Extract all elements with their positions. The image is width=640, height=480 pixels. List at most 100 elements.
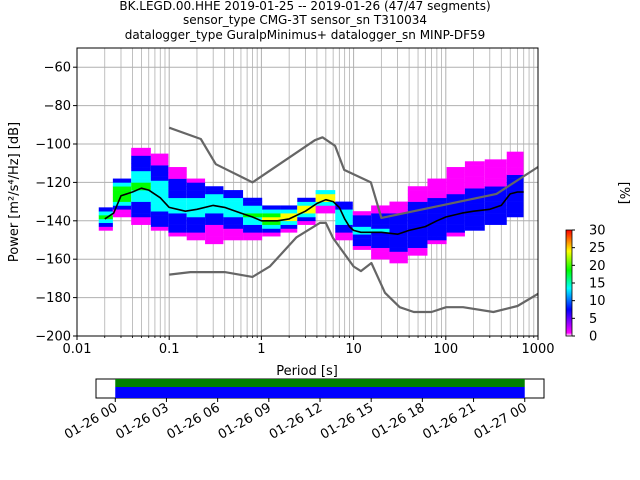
heatmap-cell bbox=[112, 190, 132, 195]
heatmap-cell bbox=[335, 236, 353, 241]
heatmap-cell bbox=[186, 190, 206, 195]
heatmap-cell bbox=[205, 186, 224, 191]
heatmap-cell bbox=[168, 209, 187, 214]
heatmap-cell bbox=[427, 228, 447, 233]
heatmap-cell bbox=[427, 201, 447, 206]
heatmap-cell bbox=[446, 178, 465, 183]
heatmap-cell bbox=[352, 245, 372, 250]
heatmap-cell bbox=[464, 188, 485, 193]
timeline-tick-label: 01-26 03 bbox=[113, 400, 171, 442]
heatmap-cell bbox=[280, 205, 298, 210]
heatmap-cell bbox=[446, 209, 465, 214]
heatmap-cell bbox=[186, 216, 206, 222]
heatmap-cell bbox=[464, 161, 485, 166]
title-line-2: sensor_type CMG-3T sensor_sn T310034 bbox=[183, 13, 427, 27]
heatmap-cell bbox=[407, 228, 428, 233]
heatmap-cell bbox=[335, 205, 353, 210]
heatmap-cell bbox=[131, 201, 151, 206]
heatmap-cell bbox=[112, 182, 132, 187]
heatmap-cell bbox=[131, 178, 151, 183]
heatmap-cell bbox=[446, 224, 465, 229]
heatmap-cell bbox=[352, 218, 372, 224]
heatmap-cell bbox=[427, 205, 447, 210]
heatmap-cell bbox=[205, 190, 224, 195]
heatmap-cell bbox=[407, 247, 428, 252]
heatmap-cell bbox=[464, 218, 485, 224]
heatmap-cell bbox=[427, 236, 447, 241]
heatmap-cell bbox=[223, 228, 244, 233]
heatmap-cell bbox=[186, 209, 206, 214]
heatmap-cell bbox=[223, 193, 244, 199]
timeline-tick-label: 01-26 15 bbox=[318, 400, 376, 442]
heatmap-cell bbox=[335, 201, 353, 206]
heatmap-cell bbox=[389, 216, 408, 222]
heatmap-cell bbox=[335, 220, 353, 225]
axis-ticks: 0.01 0.1 1 10 100 1000 −200 −180 −160 −140 −120 −10… bbox=[35, 61, 554, 357]
heatmap-cell bbox=[506, 193, 524, 199]
heatmap-cell bbox=[205, 201, 224, 206]
heatmap-cell bbox=[446, 170, 465, 176]
heatmap-cell bbox=[150, 203, 169, 208]
heatmap-cell bbox=[464, 165, 485, 170]
heatmap-cell bbox=[484, 220, 507, 225]
heatmap-cell bbox=[464, 176, 485, 181]
heatmap-cell bbox=[150, 184, 169, 189]
heatmap-cell bbox=[506, 151, 524, 156]
y-tick-label: −160 bbox=[35, 253, 71, 268]
heatmap-cell bbox=[464, 222, 485, 227]
heatmap-cell bbox=[223, 232, 244, 237]
heatmap-cell bbox=[150, 165, 169, 170]
heatmap-cell bbox=[464, 192, 485, 197]
y-tick-label: −80 bbox=[44, 99, 71, 114]
heatmap-cell bbox=[484, 190, 507, 195]
heatmap-cell bbox=[484, 174, 507, 179]
heatmap-cell bbox=[464, 207, 485, 212]
colorbar-ticks: 0 5 10 15 20 25 30 bbox=[572, 224, 606, 345]
timeline-tick-label: 01-26 21 bbox=[420, 400, 478, 442]
heatmap-cell bbox=[205, 193, 224, 199]
heatmap-cell bbox=[389, 255, 408, 260]
heatmap-cell bbox=[464, 215, 485, 220]
heatmap-cell bbox=[407, 216, 428, 222]
heatmap-cell bbox=[168, 190, 187, 195]
heatmap-cell bbox=[484, 159, 507, 164]
heatmap-cell bbox=[427, 220, 447, 225]
heatmap-cell bbox=[243, 228, 263, 233]
heatmap-cell bbox=[280, 209, 298, 214]
heatmap-cell bbox=[407, 190, 428, 195]
heatmap-cell bbox=[389, 259, 408, 264]
heatmap-cell bbox=[371, 228, 390, 233]
heatmap-cell bbox=[131, 213, 151, 218]
heatmap-cell bbox=[262, 213, 281, 218]
heatmap-cell bbox=[427, 213, 447, 218]
heatmap-cell bbox=[280, 213, 298, 218]
heatmap-cell bbox=[112, 197, 132, 202]
heatmap-cell bbox=[335, 232, 353, 237]
heatmap-cell bbox=[243, 213, 263, 218]
heatmap-cell bbox=[464, 180, 485, 185]
heatmap-cell bbox=[223, 201, 244, 206]
heatmap-cell bbox=[243, 216, 263, 222]
heatmap-cell bbox=[150, 199, 169, 204]
heatmap-cell bbox=[131, 147, 151, 152]
y-tick-label: −180 bbox=[35, 291, 71, 306]
new-low-noise-model-line bbox=[169, 221, 538, 314]
x-tick-label: 100 bbox=[433, 342, 458, 357]
heatmap-cell bbox=[168, 170, 187, 176]
heatmap-cell bbox=[506, 186, 524, 191]
heatmap-cell bbox=[297, 220, 316, 225]
heatmap-cell bbox=[407, 236, 428, 241]
colorbar-gradient bbox=[565, 229, 573, 337]
heatmap-cell bbox=[131, 155, 151, 160]
heatmap-cell bbox=[484, 182, 507, 187]
heatmap-cell bbox=[98, 207, 113, 212]
title-line-3: datalogger_type GuralpMinimus+ datalogge… bbox=[125, 28, 486, 42]
heatmap-cell bbox=[112, 213, 132, 218]
heatmap-cell bbox=[389, 251, 408, 256]
heatmap-cell bbox=[186, 186, 206, 191]
heatmap-cell bbox=[186, 220, 206, 225]
noise-model-lines bbox=[104, 126, 538, 314]
heatmap-cell bbox=[98, 226, 113, 231]
